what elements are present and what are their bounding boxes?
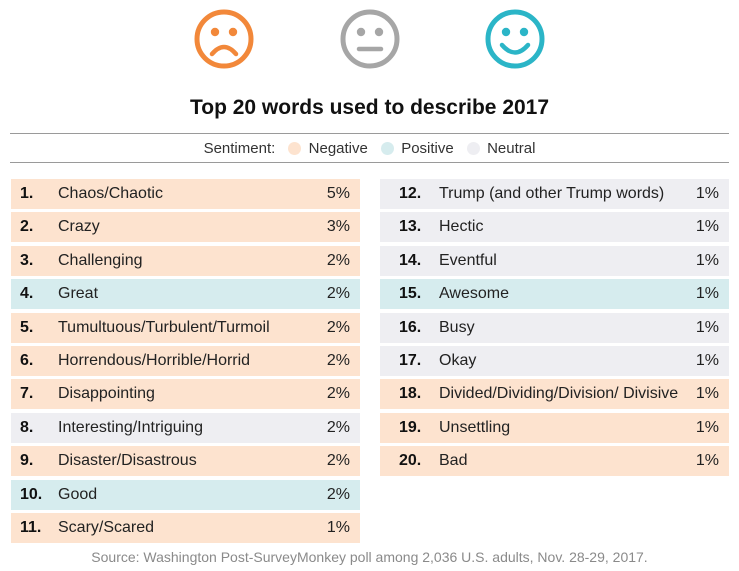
word-label: Disappointing	[58, 385, 155, 403]
table-row: 9. Disaster/Disastrous 2%	[11, 446, 360, 477]
legend-label-positive: Positive	[401, 139, 454, 157]
word-label: Eventful	[439, 251, 497, 269]
rank-number: 18.	[399, 385, 422, 403]
share-value: 2%	[326, 385, 350, 403]
share-value: 2%	[326, 251, 350, 269]
word-label: Divided/Dividing/Division/ Divisive	[439, 385, 679, 403]
ranking-column-left: 1. Chaos/Chaotic 5% 2. Crazy 3% 3. Challenging 2…	[11, 179, 360, 546]
share-value: 2%	[326, 351, 350, 369]
word-label: Interesting/Intriguing	[58, 418, 203, 436]
share-value: 1%	[695, 452, 719, 470]
legend-swatch-positive	[381, 141, 395, 155]
share-value: 3%	[326, 218, 350, 236]
table-row: 13. Hectic 1%	[380, 212, 729, 243]
rank-number: 17.	[399, 351, 422, 369]
table-row: 19. Unsettling 1%	[380, 412, 729, 443]
share-value: 2%	[326, 285, 350, 303]
share-value: 1%	[695, 418, 719, 436]
share-value: 2%	[326, 485, 350, 503]
table-row: 7. Disappointing 2%	[11, 379, 360, 410]
rank-number: 16.	[399, 318, 422, 336]
ranking-column-right: 12. Trump (and other Trump words) 1% 13. Hec…	[380, 179, 729, 480]
word-label: Awesome	[439, 285, 509, 303]
table-row: 2. Crazy 3%	[11, 212, 360, 243]
rank-number: 7.	[20, 385, 34, 403]
rank-number: 20.	[399, 452, 422, 470]
rank-number: 12.	[399, 185, 422, 202]
rank-number: 8.	[20, 418, 34, 436]
table-row: 12. Trump (and other Trump words) 1%	[380, 179, 729, 209]
legend-label-neutral: Neutral	[487, 139, 536, 157]
rank-number: 14.	[399, 251, 422, 269]
legend-divider-bottom	[10, 162, 729, 163]
share-value: 1%	[695, 318, 719, 336]
table-row: 18. Divided/Dividing/Division/ Divisive 1%	[380, 379, 729, 410]
table-row: 11. Scary/Scared 1%	[11, 512, 360, 543]
table-row: 20. Bad 1%	[380, 446, 729, 477]
legend-label-negative: Negative	[308, 139, 368, 157]
share-value: 5%	[326, 185, 350, 202]
rank-number: 15.	[399, 285, 422, 303]
word-label: Great	[58, 285, 99, 303]
table-row: 1. Chaos/Chaotic 5%	[11, 179, 360, 209]
share-value: 1%	[695, 285, 719, 303]
rank-number: 6.	[20, 351, 34, 369]
happy-face-icon	[484, 8, 546, 70]
table-row: 6. Horrendous/Horrible/Horrid 2%	[11, 345, 360, 376]
legend-title: Sentiment:	[203, 139, 276, 157]
rank-number: 5.	[20, 318, 34, 336]
rank-number: 19.	[399, 418, 422, 436]
chart-title: Top 20 words used to describe 2017	[189, 96, 550, 119]
legend-divider-top	[10, 133, 729, 134]
word-label: Tumultuous/Turbulent/Turmoil	[58, 318, 270, 336]
word-label: Horrendous/Horrible/Horrid	[58, 351, 251, 369]
table-row: 15. Awesome 1%	[380, 279, 729, 310]
share-value: 1%	[695, 218, 719, 236]
rank-number: 13.	[399, 218, 422, 236]
table-row: 5. Tumultuous/Turbulent/Turmoil 2%	[11, 312, 360, 343]
share-value: 1%	[326, 518, 350, 536]
share-value: 1%	[695, 351, 719, 369]
word-label: Chaos/Chaotic	[58, 185, 163, 202]
share-value: 2%	[326, 318, 350, 336]
table-row: 8. Interesting/Intriguing 2%	[11, 412, 360, 443]
word-label: Crazy	[58, 218, 100, 236]
table-row: 10. Good 2%	[11, 479, 360, 510]
word-label: Busy	[439, 318, 475, 336]
word-label: Trump (and other Trump words)	[439, 185, 665, 202]
share-value: 1%	[695, 251, 719, 269]
word-label: Hectic	[439, 218, 484, 236]
share-value: 2%	[326, 418, 350, 436]
sad-face-icon	[193, 8, 255, 70]
rank-number: 2.	[20, 218, 34, 236]
rank-number: 3.	[20, 251, 34, 269]
rank-number: 11.	[20, 518, 42, 536]
neutral-face-icon	[339, 8, 401, 70]
share-value: 2%	[326, 452, 350, 470]
word-label: Unsettling	[439, 418, 511, 436]
source-note: Source: Washington Post-SurveyMonkey pol…	[91, 549, 648, 565]
share-value: 1%	[695, 185, 719, 202]
table-row: 3. Challenging 2%	[11, 245, 360, 276]
rank-number: 1.	[20, 185, 34, 202]
word-label: Disaster/Disastrous	[58, 452, 197, 470]
word-label: Scary/Scared	[58, 518, 155, 536]
word-label: Challenging	[58, 251, 143, 269]
table-row: 4. Great 2%	[11, 279, 360, 310]
legend-swatch-neutral	[466, 141, 480, 155]
table-row: 16. Busy 1%	[380, 312, 729, 343]
word-label: Good	[58, 485, 98, 503]
legend: Sentiment: Negative Positive Neutral	[0, 139, 739, 157]
sentiment-faces	[0, 8, 739, 70]
word-label: Bad	[439, 452, 468, 470]
table-row: 14. Eventful 1%	[380, 245, 729, 276]
rank-number: 9.	[20, 452, 34, 470]
table-row: 17. Okay 1%	[380, 345, 729, 376]
rank-number: 10.	[20, 485, 43, 503]
legend-swatch-negative	[288, 141, 302, 155]
word-label: Okay	[439, 351, 477, 369]
rank-number: 4.	[20, 285, 34, 303]
share-value: 1%	[695, 385, 719, 403]
